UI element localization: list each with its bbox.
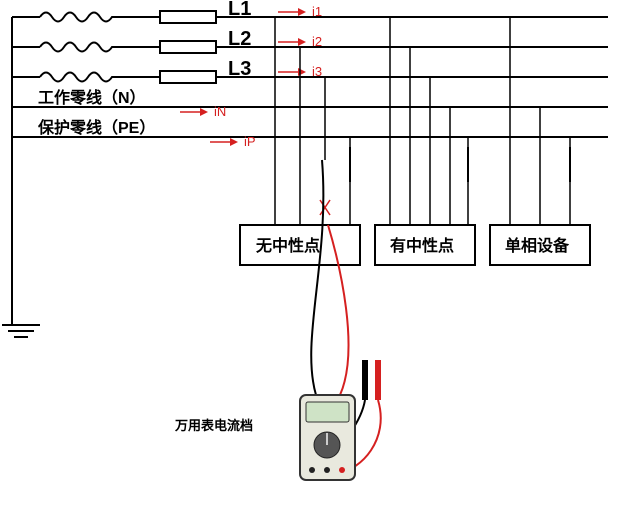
svg-text:iP: iP	[244, 134, 256, 149]
wiring-diagram: L1 L2 L3 工作零线（N） 保护零线（PE） i1 i2 i3 iN iP	[0, 0, 620, 507]
load-with-neutral: 有中性点	[375, 17, 475, 265]
svg-text:无中性点: 无中性点	[255, 236, 320, 255]
label-N: 工作零线（N）	[38, 88, 146, 107]
label-L2: L2	[228, 28, 251, 50]
svg-text:i2: i2	[312, 34, 322, 49]
load-single-phase: 单相设备	[490, 17, 590, 265]
label-L1: L1	[228, 0, 251, 20]
multimeter	[300, 160, 381, 480]
svg-text:i1: i1	[312, 4, 322, 19]
meter-caption: 万用表电流档	[174, 418, 253, 433]
svg-text:i3: i3	[312, 64, 322, 79]
line-L2	[12, 41, 608, 53]
line-L1	[12, 11, 608, 23]
label-L3: L3	[228, 58, 251, 80]
svg-text:iN: iN	[214, 104, 226, 119]
svg-text:有中性点: 有中性点	[390, 236, 454, 255]
left-bus-ground	[2, 17, 40, 337]
line-L3	[12, 71, 608, 83]
svg-text:单相设备: 单相设备	[505, 236, 570, 255]
label-PE: 保护零线（PE）	[37, 118, 155, 137]
load-no-neutral: 无中性点	[240, 17, 360, 265]
